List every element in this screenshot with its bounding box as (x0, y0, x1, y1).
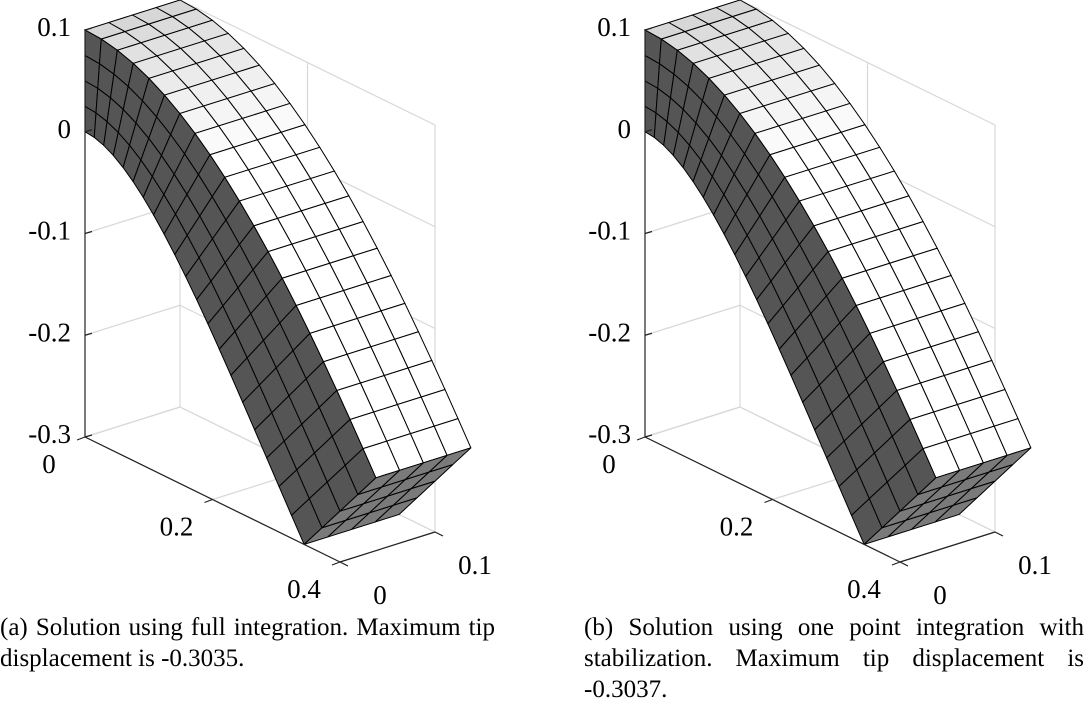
z-tick (84, 434, 93, 438)
y-tick (994, 531, 1004, 537)
z-tick-label: -0.1 (28, 216, 71, 246)
x-tick (891, 561, 901, 566)
x-tick (76, 436, 86, 441)
y-tick-label: 0.1 (1018, 550, 1052, 580)
z-tick-label: -0.3 (588, 419, 631, 449)
z-tick-label: 0 (58, 114, 72, 144)
z-tick-label: -0.2 (588, 317, 631, 347)
z-tick-label: 0.1 (597, 12, 631, 42)
caption-b: (b) Solution using one point integration… (584, 612, 1084, 705)
y-tick-label: 0.1 (458, 550, 492, 580)
z-tick (644, 230, 653, 235)
z-tick-label: -0.2 (28, 317, 71, 347)
caption-label: (b) (584, 614, 614, 641)
z-tick (84, 230, 93, 235)
y-tick (339, 561, 349, 567)
mesh-cell (428, 447, 472, 473)
grid-line (179, 0, 436, 126)
z-tick (644, 27, 653, 31)
x-tick-label: 0 (602, 449, 616, 479)
grid-line (644, 406, 741, 438)
x-tick-label: 0.2 (160, 512, 194, 542)
x-tick (636, 436, 646, 441)
z-tick-label: 0 (618, 114, 632, 144)
z-tick (84, 332, 93, 336)
caption-text: Solution using full integration. Maximum… (0, 614, 495, 672)
z-tick (644, 129, 653, 133)
grid-line (84, 406, 181, 438)
grid-line (84, 304, 181, 336)
caption-a: (a) Solution using full integration. Max… (0, 612, 495, 674)
y-tick (434, 531, 444, 537)
x-tick (204, 498, 213, 504)
x-tick-label: 0.4 (287, 574, 321, 604)
y-tick (899, 561, 909, 567)
grid-line (644, 304, 741, 336)
x-tick (764, 498, 773, 504)
x-tick-label: 0.4 (847, 574, 881, 604)
mesh-cell (988, 447, 1032, 473)
z-tick-label: -0.1 (588, 216, 631, 246)
z-tick-label: -0.3 (28, 419, 71, 449)
y-tick-label: 0 (373, 580, 387, 610)
z-tick-label: 0.1 (37, 12, 71, 42)
y-tick-label: 0 (933, 580, 947, 610)
z-tick (644, 434, 653, 438)
z-tick (84, 27, 93, 31)
grid-line (739, 0, 996, 126)
x-tick (331, 561, 341, 566)
z-tick (644, 332, 653, 336)
caption-text: Solution using one point integration wit… (584, 614, 1084, 703)
caption-label: (a) (0, 614, 28, 641)
z-tick (84, 129, 93, 133)
x-tick-label: 0 (42, 449, 56, 479)
x-tick-label: 0.2 (720, 512, 754, 542)
y-axis (339, 531, 436, 563)
y-axis (899, 531, 996, 563)
figure: 0.10-0.1-0.2-0.300.20.4 00.10.10-0.1-0.2-… (28, 0, 1052, 610)
